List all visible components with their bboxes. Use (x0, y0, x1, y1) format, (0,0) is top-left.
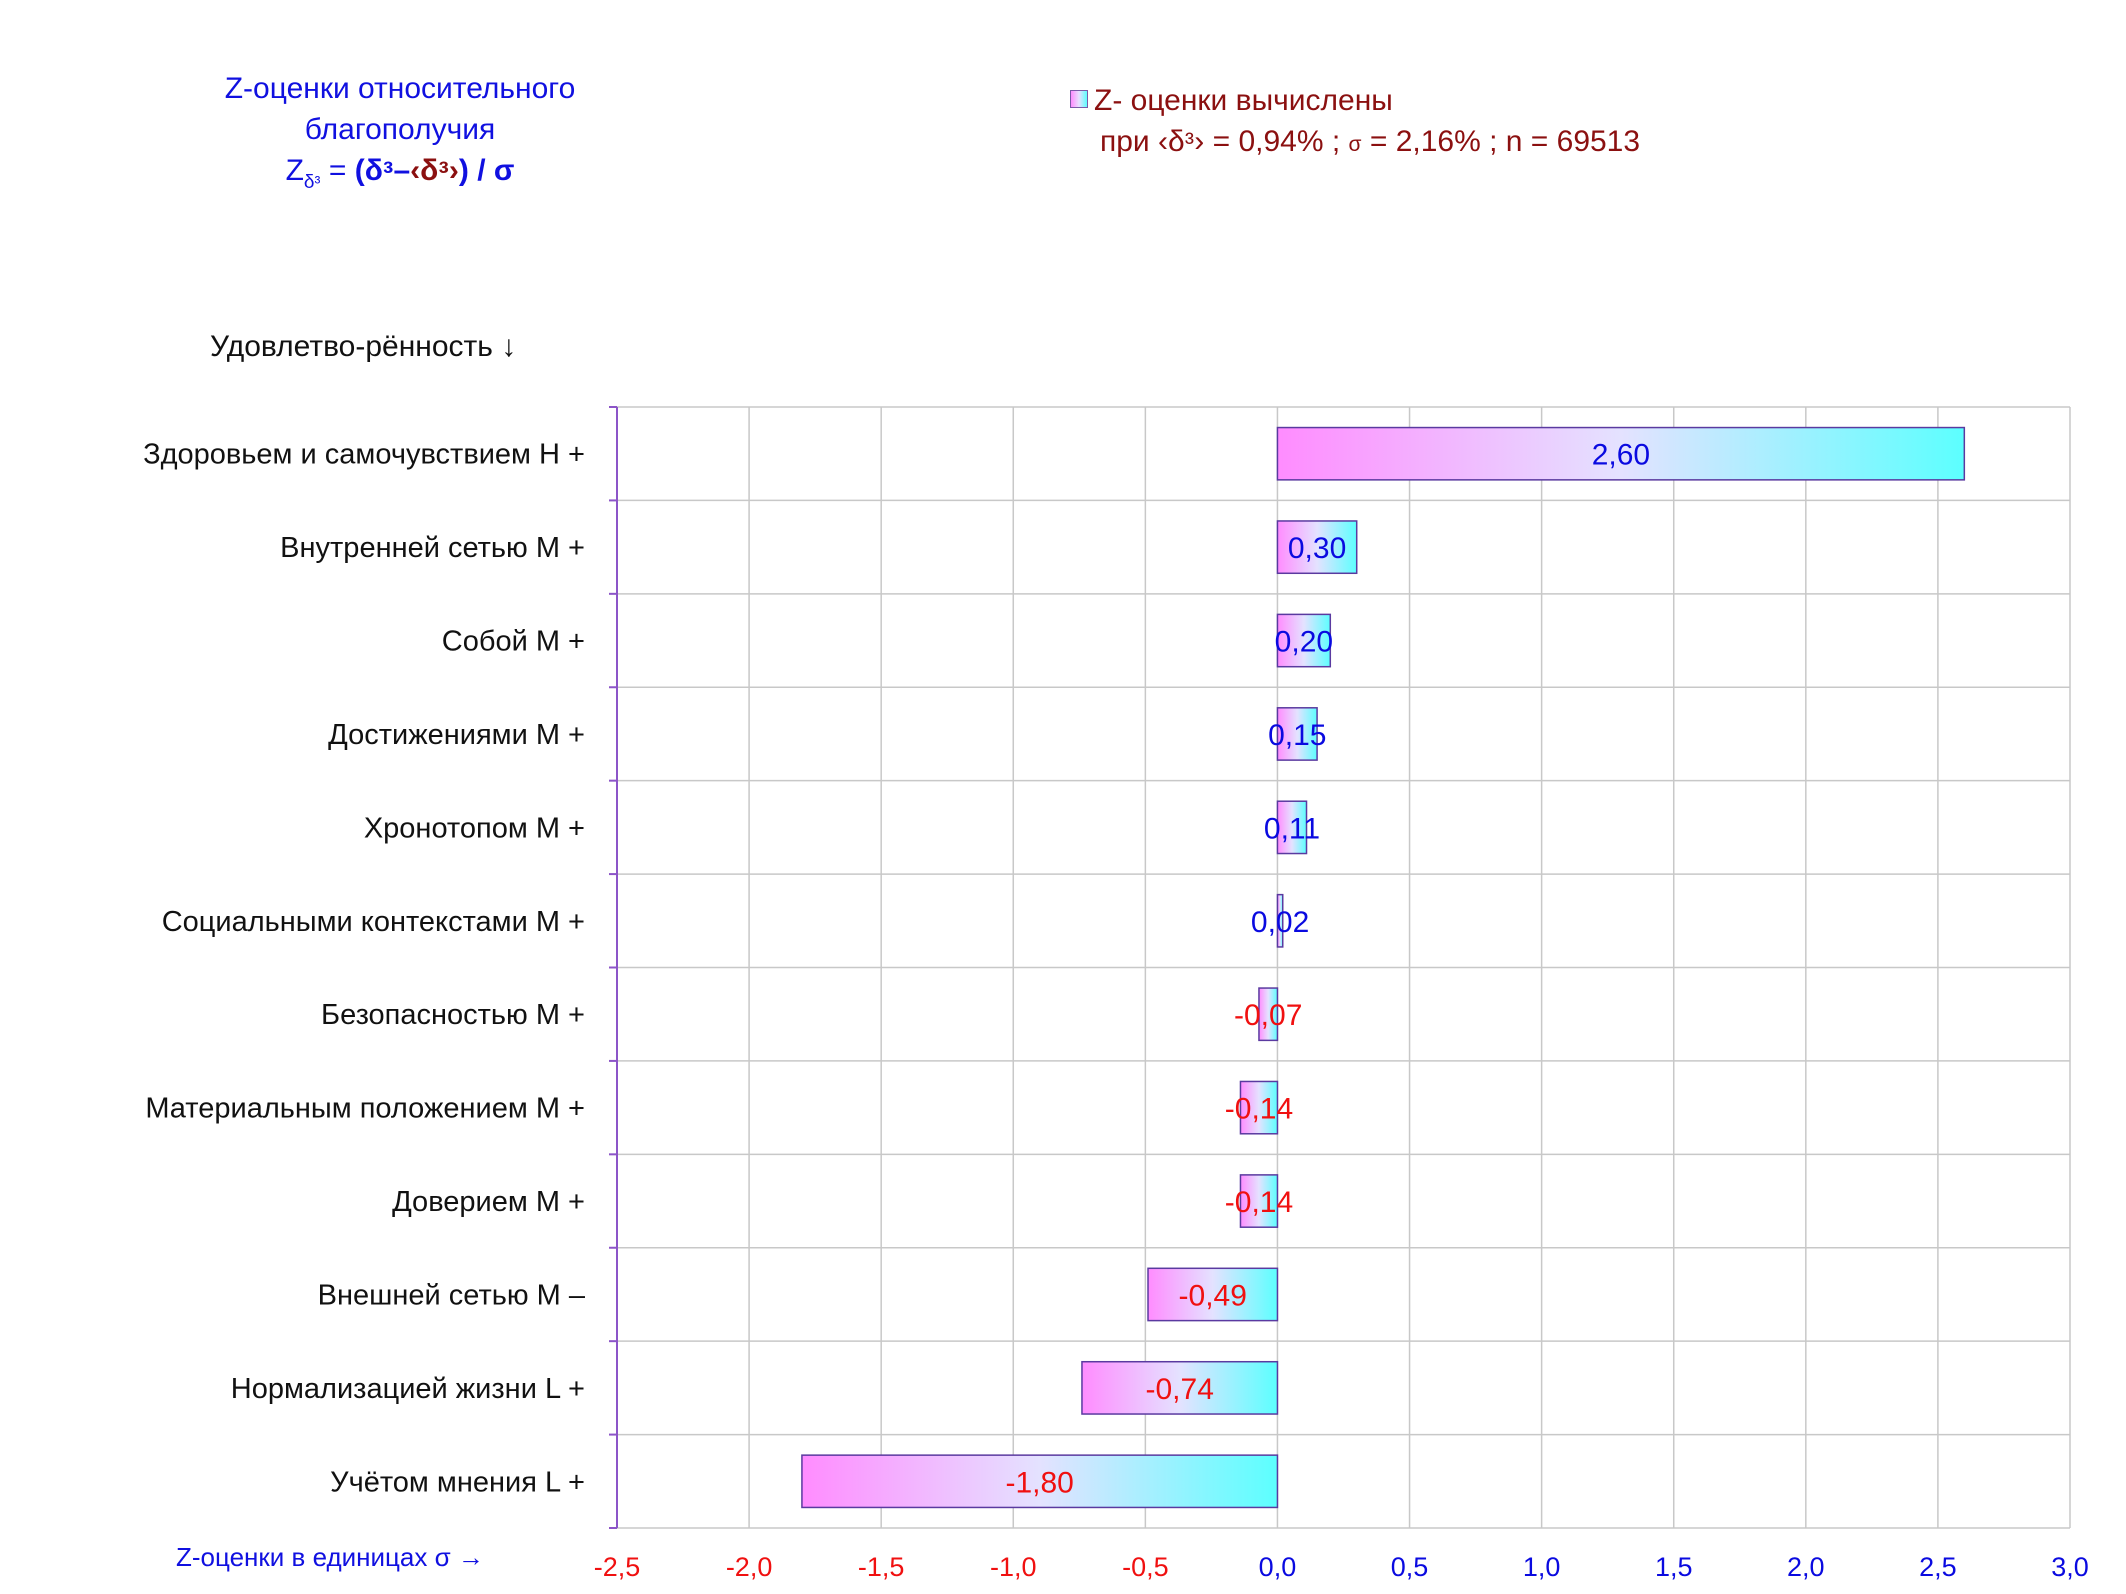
bar (1276, 893, 1284, 948)
formula-open: (δᶟ– (354, 154, 411, 187)
legend-mean: ‹δᶟ› (1158, 125, 1205, 158)
bar (1147, 1267, 1279, 1322)
value-label: 0,02 (1251, 906, 1309, 939)
category-label: Достижениями M + (328, 719, 585, 751)
chart-title: Z-оценки относительного благополучия Zδᶟ… (120, 68, 680, 203)
bars (801, 426, 1966, 1509)
formula-z: Z (285, 154, 304, 187)
x-tick-label: 1,0 (1523, 1552, 1561, 1582)
x-tick-label: -0,5 (1122, 1552, 1169, 1582)
value-label: -0,74 (1146, 1373, 1214, 1406)
legend-line2-b: = 0,94% ; (1204, 125, 1349, 158)
value-label: -0,49 (1179, 1279, 1247, 1312)
chart-title-line2: благополучия (304, 113, 496, 146)
grid (609, 406, 2071, 1529)
category-label: Внутренней сетью M + (280, 532, 585, 564)
value-label: 0,15 (1268, 719, 1326, 752)
chart-formula: Zδᶟ = (δᶟ–‹δᶟ›) / σ (120, 150, 680, 203)
bar (1276, 520, 1358, 575)
value-label: -0,14 (1225, 1093, 1293, 1126)
legend-swatch (1070, 90, 1088, 108)
bar (1276, 426, 1966, 481)
bar (1081, 1360, 1279, 1415)
legend: Z- оценки вычислены при ‹δᶟ› = 0,94% ; σ… (1070, 80, 1640, 165)
bar (801, 1454, 1279, 1509)
value-label: 0,11 (1264, 812, 1320, 845)
bar (1276, 707, 1318, 761)
bar (1239, 1174, 1279, 1228)
x-tick-label: 0,5 (1391, 1552, 1429, 1582)
x-tick-label: 3,0 (2051, 1552, 2089, 1582)
category-label: Нормализацией жизни L + (231, 1373, 585, 1405)
formula-subscript: δᶟ (303, 172, 321, 193)
x-tick-label: -2,5 (594, 1552, 641, 1582)
value-label: -1,80 (1005, 1466, 1073, 1499)
category-label: Здоровьем и самочувствием H + (143, 439, 585, 471)
x-tick-label: -1,0 (990, 1552, 1037, 1582)
category-label: Учётом мнения L + (330, 1466, 585, 1498)
x-tick-label: 2,5 (1919, 1552, 1957, 1582)
category-label: Внешней сетью M – (318, 1279, 586, 1311)
legend-line2-c: = 2,16% ; n = 69513 (1361, 125, 1641, 158)
y-axis-heading: Удовлетво-рённость ↓ (210, 330, 517, 363)
x-tick-label: 1,5 (1655, 1552, 1693, 1582)
formula-equals: = (320, 154, 355, 187)
category-label: Социальными контекстами M + (162, 906, 585, 938)
category-label: Хронотопом M + (364, 812, 585, 844)
chart-title-line1: Z-оценки относительного (224, 72, 576, 105)
category-label: Безопасностью M + (321, 999, 585, 1031)
category-label: Материальным положением M + (145, 1093, 585, 1125)
value-label: 2,60 (1592, 439, 1650, 472)
legend-sigma: σ (1348, 133, 1362, 156)
legend-text: Z- оценки вычислены (1094, 84, 1393, 117)
x-axis-title: Z-оценки в единицах σ → (176, 1542, 484, 1572)
bar (1276, 613, 1332, 668)
value-label: 0,30 (1288, 532, 1346, 565)
bar (1258, 987, 1279, 1042)
formula-close: ) / σ (458, 154, 515, 187)
legend-line2: при ‹δᶟ› = 0,94% ; σ = 2,16% ; n = 69513 (1070, 121, 1640, 165)
x-tick-label: 2,0 (1787, 1552, 1825, 1582)
value-label: 0,20 (1275, 626, 1333, 659)
bar (1239, 1080, 1279, 1135)
x-tick-label: 0,0 (1259, 1552, 1297, 1582)
legend-line2-a: при (1100, 125, 1159, 158)
bar (1276, 800, 1308, 855)
category-label: Доверием M + (392, 1186, 585, 1218)
category-label: Собой M + (442, 626, 585, 658)
value-label: -0,14 (1225, 1186, 1293, 1219)
value-label: -0,07 (1234, 999, 1302, 1032)
legend-line1: Z- оценки вычислены (1070, 80, 1640, 121)
formula-mean: ‹δᶟ› (410, 154, 459, 187)
labels: -2,5 -2,0 -1,5 -1,0 -0,5 0,0 0,5 1,0 1,5 2,0 2,5 3,… (143, 439, 2089, 1582)
x-tick-label: -2,0 (726, 1552, 773, 1582)
x-tick-label: -1,5 (858, 1552, 905, 1582)
